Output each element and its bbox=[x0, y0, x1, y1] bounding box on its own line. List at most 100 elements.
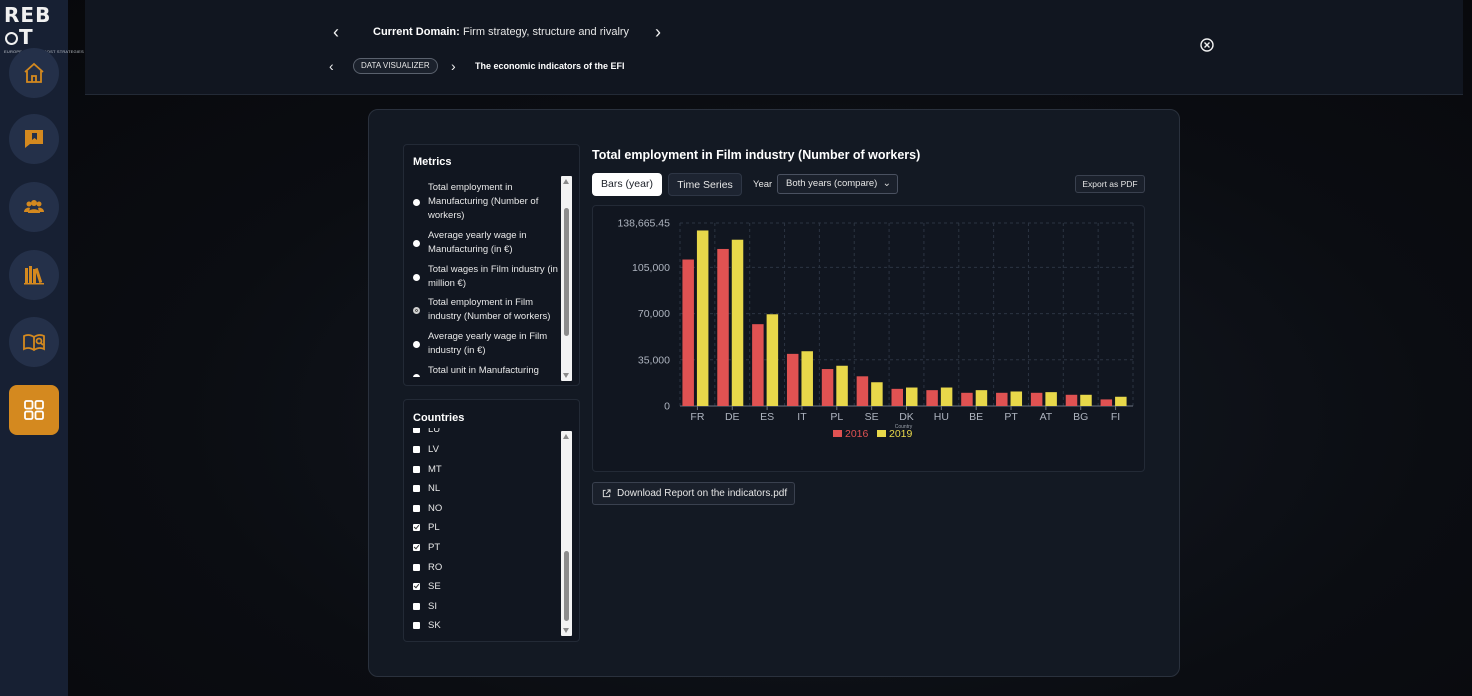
metric-option[interactable]: Total wages in Film industry (in million… bbox=[413, 263, 563, 291]
country-option[interactable]: LV bbox=[413, 442, 439, 456]
metrics-title: Metrics bbox=[413, 156, 452, 168]
countries-scrollbar[interactable] bbox=[561, 431, 572, 636]
metric-option[interactable]: Total employment in Manufacturing (Numbe… bbox=[413, 181, 563, 223]
breadcrumb-back-chevron-icon[interactable]: ‹ bbox=[329, 58, 334, 74]
nav-dashboard-button[interactable] bbox=[9, 385, 59, 435]
countries-scroll-thumb[interactable] bbox=[564, 551, 569, 621]
country-option[interactable]: SI bbox=[413, 599, 437, 613]
country-checkbox[interactable] bbox=[413, 504, 420, 512]
country-checkbox-checked[interactable] bbox=[413, 523, 420, 531]
bar-pl-2019 bbox=[836, 365, 848, 406]
users-icon bbox=[24, 200, 44, 213]
legend-swatch-2016 bbox=[833, 430, 842, 437]
nav-users-button[interactable] bbox=[9, 182, 59, 232]
metric-radio[interactable] bbox=[413, 374, 420, 377]
country-checkbox[interactable] bbox=[413, 602, 420, 610]
export-pdf-button[interactable]: Export as PDF bbox=[1075, 175, 1145, 193]
tab-bars-year[interactable]: Bars (year) bbox=[592, 173, 662, 196]
x-tick-label: FR bbox=[690, 411, 704, 423]
country-option[interactable]: NO bbox=[413, 501, 442, 515]
metrics-scroll-thumb[interactable] bbox=[564, 208, 569, 336]
scroll-down-arrow-icon[interactable] bbox=[563, 373, 569, 378]
bar-at-2019 bbox=[1045, 392, 1057, 406]
bar-fr-2019 bbox=[696, 230, 709, 406]
country-option[interactable]: PT bbox=[413, 540, 440, 554]
nav-reader-button[interactable] bbox=[9, 317, 59, 367]
country-option[interactable]: RO bbox=[413, 560, 442, 574]
country-checkbox-checked[interactable] bbox=[413, 543, 420, 551]
bar-it-2019 bbox=[801, 351, 813, 406]
country-checkbox[interactable] bbox=[413, 445, 420, 453]
country-label: SK bbox=[428, 619, 441, 631]
metrics-box: Metrics Total employment in Manufacturin… bbox=[403, 144, 580, 386]
metric-label: Total unit in Manufacturing bbox=[428, 365, 539, 376]
metric-option[interactable]: Average yearly wage in Manufacturing (in… bbox=[413, 229, 563, 257]
bar-hu-2016 bbox=[926, 390, 938, 406]
scroll-up-arrow-icon[interactable] bbox=[563, 179, 569, 184]
country-checkbox[interactable] bbox=[413, 428, 420, 433]
y-tick-label: 0 bbox=[664, 401, 670, 413]
x-tick-label: BG bbox=[1073, 411, 1088, 423]
country-option[interactable]: SE bbox=[413, 579, 441, 593]
close-icon[interactable] bbox=[1200, 38, 1214, 52]
country-label: SE bbox=[428, 580, 441, 592]
x-axis-label: Country bbox=[895, 424, 913, 430]
country-checkbox[interactable] bbox=[413, 621, 420, 629]
brand-logo[interactable]: REBT EUROPEAN FILM BOOST STRATEGIES bbox=[4, 4, 84, 54]
bar-es-2019 bbox=[766, 314, 779, 406]
year-label: Year bbox=[753, 179, 773, 190]
metrics-scrollbar[interactable] bbox=[561, 176, 572, 381]
country-option[interactable]: SK bbox=[413, 618, 441, 632]
country-option[interactable]: MT bbox=[413, 462, 442, 476]
country-checkbox[interactable] bbox=[413, 563, 420, 571]
country-label: MT bbox=[428, 463, 442, 475]
bar-se-2019 bbox=[871, 382, 883, 406]
metric-option[interactable]: Average yearly wage in Film industry (in… bbox=[413, 330, 563, 358]
metric-option[interactable]: Total unit in Manufacturing bbox=[413, 364, 563, 377]
domain-value: Firm strategy, structure and rivalry bbox=[463, 26, 630, 38]
metric-label: Total employment in Manufacturing (Numbe… bbox=[428, 182, 539, 221]
y-tick-label: 35,000 bbox=[638, 354, 670, 366]
metric-label: Total wages in Film industry (in million… bbox=[428, 264, 558, 289]
x-tick-label: HU bbox=[934, 411, 949, 423]
tab-time-series[interactable]: Time Series bbox=[668, 173, 742, 196]
year-select[interactable]: Both years (compare) ⌄ bbox=[777, 174, 898, 194]
country-option[interactable]: PL bbox=[413, 520, 440, 534]
nav-home-button[interactable] bbox=[9, 48, 59, 98]
metric-radio[interactable] bbox=[413, 239, 420, 247]
bar-es-2016 bbox=[752, 324, 764, 406]
metric-radio[interactable] bbox=[413, 198, 420, 206]
scroll-up-arrow-icon[interactable] bbox=[563, 434, 569, 439]
breadcrumb-separator-chevron-icon: › bbox=[451, 58, 456, 74]
x-tick-label: SE bbox=[865, 411, 879, 423]
scroll-down-arrow-icon[interactable] bbox=[563, 628, 569, 633]
x-tick-label: ES bbox=[760, 411, 774, 423]
country-checkbox[interactable] bbox=[413, 465, 420, 473]
country-checkbox-checked[interactable] bbox=[413, 582, 420, 590]
metric-option-selected[interactable]: Total employment in Film industry (Numbe… bbox=[413, 296, 563, 324]
bar-bg-2016 bbox=[1065, 394, 1078, 406]
country-label: RO bbox=[428, 561, 443, 573]
next-domain-chevron-right-icon[interactable]: › bbox=[655, 22, 661, 42]
bar-se-2016 bbox=[856, 376, 869, 406]
x-tick-label: BE bbox=[969, 411, 983, 423]
x-tick-label: DK bbox=[899, 411, 914, 423]
x-tick-label: IT bbox=[797, 411, 807, 423]
chevron-down-icon: ⌄ bbox=[882, 178, 891, 189]
breadcrumb-data-visualizer[interactable]: DATA VISUALIZER bbox=[353, 58, 438, 74]
country-checkbox[interactable] bbox=[413, 484, 420, 492]
books-icon bbox=[24, 266, 44, 285]
nav-library-button[interactable] bbox=[9, 250, 59, 300]
download-report-button[interactable]: Download Report on the indicators.pdf bbox=[592, 482, 795, 505]
nav-bookmark-button[interactable] bbox=[9, 114, 59, 164]
metric-radio[interactable] bbox=[413, 340, 420, 348]
country-label: LU bbox=[428, 428, 441, 435]
countries-box: Countries LU LV MT NL NO PL PT RO SE SI … bbox=[403, 399, 580, 642]
country-option[interactable]: LU bbox=[413, 428, 440, 436]
country-label: NO bbox=[428, 502, 443, 514]
metric-radio-checked[interactable] bbox=[413, 306, 420, 314]
country-option[interactable]: NL bbox=[413, 481, 440, 495]
metric-radio[interactable] bbox=[413, 273, 420, 281]
prev-domain-chevron-left-icon[interactable]: ‹ bbox=[333, 22, 339, 42]
metric-label: Average yearly wage in Manufacturing (in… bbox=[428, 230, 527, 255]
